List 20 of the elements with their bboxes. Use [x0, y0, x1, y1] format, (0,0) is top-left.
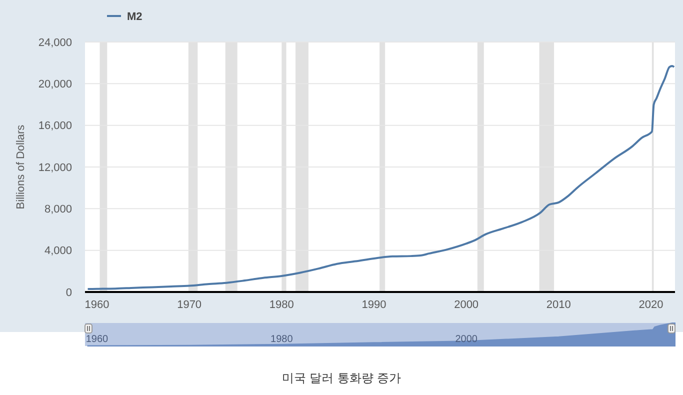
y-tick-label: 4,000 [44, 245, 72, 258]
line-series [86, 64, 676, 290]
text: 미국 달러 통화량 증가 [282, 371, 402, 385]
x-tick-label: 1980 [270, 334, 294, 345]
y-tick-label: 20,000 [38, 78, 72, 91]
x-tick-label: 2000 [454, 299, 479, 311]
x-tick-label: 1970 [177, 299, 202, 311]
x-tick-label: 2010 [546, 299, 571, 311]
y-tick-label: 16,000 [38, 120, 72, 132]
y-axis-title: Billions of Dollars [15, 124, 27, 210]
x-tick-label: 1980 [269, 299, 294, 311]
y-tick-label: 12,000 [38, 162, 72, 174]
y-tick-label: 8,000 [44, 204, 72, 216]
x-tick-label: 1960 [84, 299, 110, 311]
y-tick-label: 0 [66, 286, 72, 299]
legend-label: M2 [127, 10, 142, 23]
x-tick-label: 1960 [86, 334, 109, 345]
y-tick-label: 24,000 [38, 36, 72, 49]
x-tick-label: 2020 [638, 299, 664, 311]
x-tick-label: 1990 [362, 299, 386, 311]
